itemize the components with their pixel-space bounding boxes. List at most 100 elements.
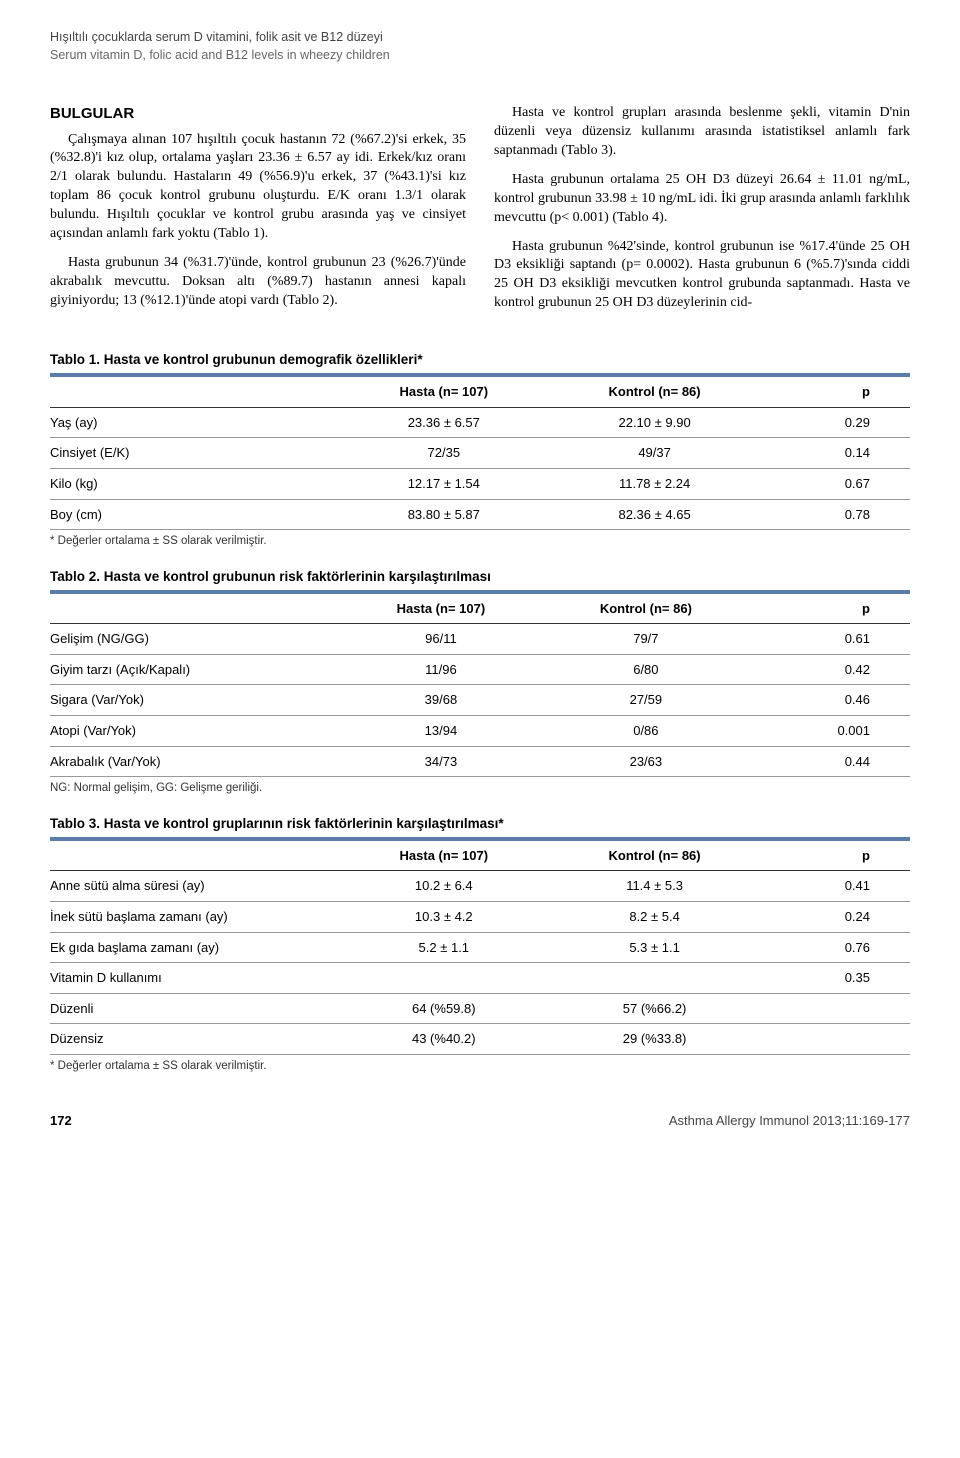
col-header: Kontrol (n= 86) — [549, 841, 764, 871]
table-cell: Kilo (kg) — [50, 469, 342, 500]
two-column-body: BULGULAR Çalışmaya alınan 107 hışıltılı … — [50, 104, 910, 323]
page-number: 172 — [50, 1112, 72, 1130]
table-2: Hasta (n= 107) Kontrol (n= 86) p Gelişim… — [50, 594, 910, 777]
table-header-row: Hasta (n= 107) Kontrol (n= 86) p — [50, 377, 910, 407]
table-row: Anne sütü alma süresi (ay)10.2 ± 6.411.4… — [50, 871, 910, 902]
table-cell: Sigara (Var/Yok) — [50, 685, 342, 716]
table-cell: İnek sütü başlama zamanı (ay) — [50, 901, 342, 932]
table-cell: Akrabalık (Var/Yok) — [50, 746, 342, 777]
table-cell: 6/80 — [543, 654, 752, 685]
table-cell: 0.42 — [752, 654, 910, 685]
table-row: Düzenli64 (%59.8)57 (%66.2) — [50, 993, 910, 1024]
table-cell: 27/59 — [543, 685, 752, 716]
header-line-tr: Hışıltılı çocuklarda serum D vitamini, f… — [50, 28, 910, 46]
table-cell: 0.14 — [764, 438, 910, 469]
table-body: Anne sütü alma süresi (ay)10.2 ± 6.411.4… — [50, 871, 910, 1054]
table-cell: Yaş (ay) — [50, 407, 342, 438]
col-header — [50, 841, 342, 871]
table-row: Gelişim (NG/GG)96/1179/70.61 — [50, 624, 910, 655]
table-cell: 10.3 ± 4.2 — [342, 901, 549, 932]
right-column: Hasta ve kontrol grupları arasında besle… — [494, 104, 910, 323]
journal-citation: Asthma Allergy Immunol 2013;11:169-177 — [669, 1112, 910, 1130]
table-row: Cinsiyet (E/K)72/3549/370.14 — [50, 438, 910, 469]
table-cell: Giyim tarzı (Açık/Kapalı) — [50, 654, 342, 685]
table-row: Akrabalık (Var/Yok)34/7323/630.44 — [50, 746, 910, 777]
table-3: Hasta (n= 107) Kontrol (n= 86) p Anne sü… — [50, 841, 910, 1055]
table-cell: 0.44 — [752, 746, 910, 777]
table-cell — [342, 963, 549, 994]
table-cell: 34/73 — [342, 746, 543, 777]
table-row: Atopi (Var/Yok)13/940/860.001 — [50, 716, 910, 747]
page-footer: 172 Asthma Allergy Immunol 2013;11:169-1… — [50, 1112, 910, 1130]
table-cell: Gelişim (NG/GG) — [50, 624, 342, 655]
col-header: Hasta (n= 107) — [342, 841, 549, 871]
table-row: Kilo (kg)12.17 ± 1.5411.78 ± 2.240.67 — [50, 469, 910, 500]
table-cell — [549, 963, 764, 994]
table-cell: 5.3 ± 1.1 — [549, 932, 764, 963]
table-cell: 0/86 — [543, 716, 752, 747]
table-cell: 0.24 — [764, 901, 910, 932]
table-cell: 49/37 — [549, 438, 764, 469]
table-cell: 0.001 — [752, 716, 910, 747]
table-cell: Düzensiz — [50, 1024, 342, 1055]
left-column: BULGULAR Çalışmaya alınan 107 hışıltılı … — [50, 104, 466, 323]
paragraph: Çalışmaya alınan 107 hışıltılı çocuk has… — [50, 131, 466, 244]
col-header — [50, 377, 342, 407]
col-header: Kontrol (n= 86) — [543, 594, 752, 624]
table-cell: 11.4 ± 5.3 — [549, 871, 764, 902]
table-row: Yaş (ay)23.36 ± 6.5722.10 ± 9.900.29 — [50, 407, 910, 438]
table-row: Düzensiz43 (%40.2)29 (%33.8) — [50, 1024, 910, 1055]
table-cell: 22.10 ± 9.90 — [549, 407, 764, 438]
table-cell: 82.36 ± 4.65 — [549, 499, 764, 530]
table-cell: 11.78 ± 2.24 — [549, 469, 764, 500]
col-header — [50, 594, 342, 624]
col-header: p — [764, 841, 910, 871]
table-2-block: Tablo 2. Hasta ve kontrol grubunun risk … — [50, 568, 910, 797]
table-cell: 64 (%59.8) — [342, 993, 549, 1024]
col-header: Hasta (n= 107) — [342, 377, 549, 407]
table-cell: 0.35 — [764, 963, 910, 994]
paragraph: Hasta grubunun %42'sinde, kontrol grubun… — [494, 238, 910, 314]
table-3-block: Tablo 3. Hasta ve kontrol gruplarının ri… — [50, 815, 910, 1075]
table-row: Sigara (Var/Yok)39/6827/590.46 — [50, 685, 910, 716]
table-row: Boy (cm)83.80 ± 5.8782.36 ± 4.650.78 — [50, 499, 910, 530]
table-row: İnek sütü başlama zamanı (ay)10.3 ± 4.28… — [50, 901, 910, 932]
table-body: Gelişim (NG/GG)96/1179/70.61Giyim tarzı … — [50, 624, 910, 777]
table-header-row: Hasta (n= 107) Kontrol (n= 86) p — [50, 594, 910, 624]
table-row: Giyim tarzı (Açık/Kapalı)11/966/800.42 — [50, 654, 910, 685]
col-header: p — [752, 594, 910, 624]
table-cell: 0.46 — [752, 685, 910, 716]
table-row: Ek gıda başlama zamanı (ay)5.2 ± 1.15.3 … — [50, 932, 910, 963]
table-cell: 39/68 — [342, 685, 543, 716]
col-header: Hasta (n= 107) — [342, 594, 543, 624]
table-cell: 12.17 ± 1.54 — [342, 469, 549, 500]
table-cell: Vitamin D kullanımı — [50, 963, 342, 994]
table-header-row: Hasta (n= 107) Kontrol (n= 86) p — [50, 841, 910, 871]
table-cell: 8.2 ± 5.4 — [549, 901, 764, 932]
table-cell: 0.78 — [764, 499, 910, 530]
table-cell: Cinsiyet (E/K) — [50, 438, 342, 469]
table-cell: 0.41 — [764, 871, 910, 902]
col-header: Kontrol (n= 86) — [549, 377, 764, 407]
table-body: Yaş (ay)23.36 ± 6.5722.10 ± 9.900.29Cins… — [50, 407, 910, 529]
table-note: * Değerler ortalama ± SS olarak verilmiş… — [50, 1059, 910, 1075]
table-cell: 72/35 — [342, 438, 549, 469]
table-cell — [764, 993, 910, 1024]
table-cell: 0.29 — [764, 407, 910, 438]
table-cell: 11/96 — [342, 654, 543, 685]
table-1: Hasta (n= 107) Kontrol (n= 86) p Yaş (ay… — [50, 377, 910, 530]
table-cell: 5.2 ± 1.1 — [342, 932, 549, 963]
table-cell: 13/94 — [342, 716, 543, 747]
table-cell: Atopi (Var/Yok) — [50, 716, 342, 747]
table-cell: 10.2 ± 6.4 — [342, 871, 549, 902]
table-1-block: Tablo 1. Hasta ve kontrol grubunun demog… — [50, 351, 910, 549]
table-title: Tablo 1. Hasta ve kontrol grubunun demog… — [50, 351, 910, 369]
table-note: NG: Normal gelişim, GG: Gelişme geriliği… — [50, 781, 910, 797]
table-cell — [764, 1024, 910, 1055]
paragraph: Hasta ve kontrol grupları arasında besle… — [494, 104, 910, 161]
table-cell: 43 (%40.2) — [342, 1024, 549, 1055]
table-row: Vitamin D kullanımı 0.35 — [50, 963, 910, 994]
col-header: p — [764, 377, 910, 407]
table-cell: Düzenli — [50, 993, 342, 1024]
table-cell: 83.80 ± 5.87 — [342, 499, 549, 530]
